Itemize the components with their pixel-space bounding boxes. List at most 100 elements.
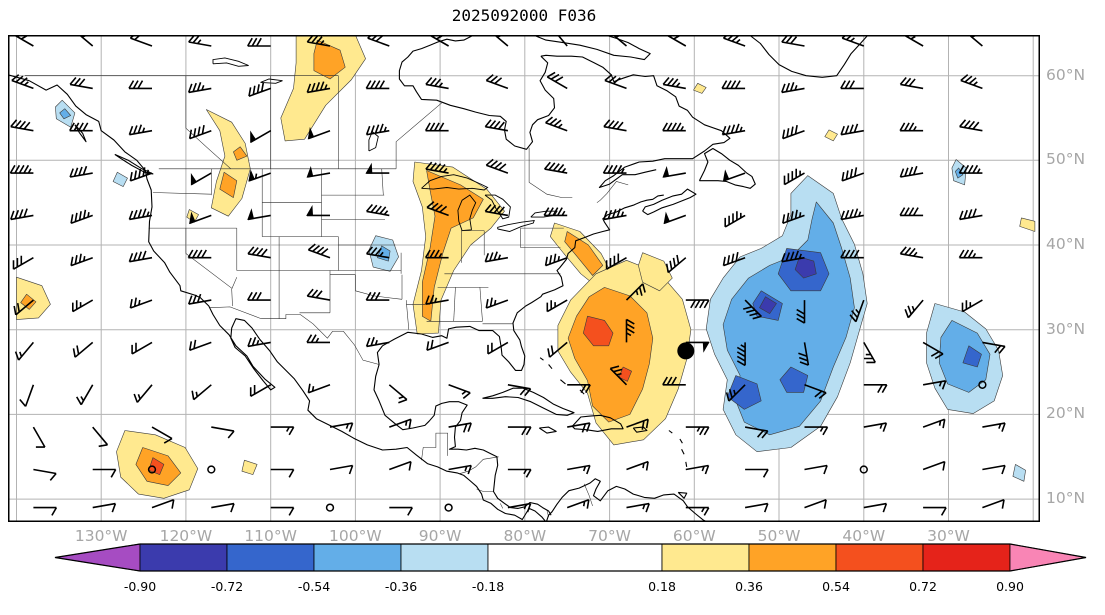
wind-barb bbox=[329, 464, 354, 475]
wind-barb bbox=[782, 209, 805, 225]
wind-barb bbox=[365, 246, 390, 259]
wind-barb bbox=[566, 498, 590, 509]
contour-region bbox=[759, 296, 777, 314]
wind-barb bbox=[567, 464, 591, 475]
colorbar-arrow-right bbox=[1009, 543, 1087, 572]
colorbar-tick-label: 0.18 bbox=[648, 579, 676, 594]
wind-barb bbox=[389, 460, 412, 471]
wind-barb bbox=[426, 201, 449, 217]
colorbar-tick-label: 0.90 bbox=[996, 579, 1024, 594]
wind-barb bbox=[151, 498, 175, 509]
wind-barb bbox=[804, 498, 827, 509]
colorbar: -0.90 -0.72 -0.54 -0.36 -0.18 0.18 0.36 0.54 0.7… bbox=[54, 543, 1087, 594]
wind-barb bbox=[863, 342, 876, 364]
wind-barb bbox=[13, 35, 34, 47]
wind-barb bbox=[329, 422, 354, 432]
wind-barb-layer bbox=[9, 35, 1006, 516]
wind-barb bbox=[665, 35, 687, 47]
wind-barb bbox=[662, 376, 686, 386]
wind-barb bbox=[448, 422, 472, 433]
wind-barb bbox=[92, 468, 117, 478]
wind-barb bbox=[796, 300, 806, 324]
wind-barb bbox=[187, 249, 212, 259]
wind-barb bbox=[270, 426, 295, 436]
contour-region bbox=[59, 108, 71, 120]
wind-barb bbox=[899, 76, 924, 90]
map-layers bbox=[8, 35, 1040, 522]
contour-region bbox=[962, 345, 982, 368]
lat-tick-label: 10°N bbox=[1046, 489, 1086, 508]
wind-barb-pennant bbox=[307, 126, 315, 140]
wind-barb bbox=[72, 341, 94, 358]
wind-barb bbox=[428, 35, 450, 47]
wind-barb bbox=[507, 384, 532, 397]
wind-barb bbox=[863, 384, 888, 393]
wind-barb bbox=[665, 254, 687, 274]
contour-region bbox=[1019, 217, 1036, 232]
wind-barb bbox=[133, 384, 153, 403]
wind-barb bbox=[612, 35, 628, 47]
wind-barb bbox=[904, 299, 924, 319]
wind-barb bbox=[958, 164, 983, 174]
lon-tick-label: 110°W bbox=[244, 527, 297, 545]
wind-barb bbox=[547, 341, 568, 358]
plot-title: 2025092000 F036 bbox=[451, 6, 597, 25]
wind-barb bbox=[722, 35, 746, 47]
contour-region bbox=[638, 252, 673, 292]
colorbar-segment bbox=[226, 543, 315, 572]
wind-barb-pennant bbox=[365, 162, 373, 174]
wind-barb bbox=[863, 422, 888, 432]
wind-barb-pennant bbox=[722, 169, 730, 182]
wind-barb-pennant bbox=[247, 208, 255, 221]
wind-barb bbox=[721, 80, 746, 90]
lakes-layer bbox=[212, 57, 558, 232]
wind-barb bbox=[365, 336, 390, 348]
wind-barb bbox=[131, 341, 153, 355]
wind-barb bbox=[484, 203, 509, 217]
wind-barb bbox=[544, 253, 568, 267]
wind-barb bbox=[840, 80, 864, 90]
wind-barb bbox=[736, 342, 746, 367]
lon-tick-label: 70°W bbox=[588, 527, 631, 545]
coastline-layer bbox=[8, 35, 869, 522]
wind-barb bbox=[902, 35, 924, 47]
wind-barb bbox=[556, 35, 568, 47]
colorbar-segment bbox=[835, 543, 924, 572]
wind-barb bbox=[306, 288, 331, 301]
wind-barb bbox=[626, 502, 650, 513]
wind-barb bbox=[487, 341, 509, 355]
wind-barb bbox=[685, 299, 710, 309]
wind-barb bbox=[128, 250, 153, 263]
wind-barb bbox=[899, 246, 924, 259]
wind-barb bbox=[78, 35, 94, 47]
wind-barb bbox=[662, 122, 686, 132]
lon-tick-label: 40°W bbox=[842, 527, 886, 545]
wind-barb bbox=[33, 468, 57, 481]
wind-barb bbox=[72, 299, 94, 313]
contour-region bbox=[693, 83, 707, 94]
wind-barb bbox=[33, 506, 58, 516]
lon-tick-label: 60°W bbox=[672, 527, 716, 545]
wind-barb bbox=[804, 464, 828, 475]
wind-barb bbox=[841, 35, 865, 47]
wind-barb bbox=[365, 80, 390, 90]
wind-barb bbox=[543, 207, 568, 217]
wind-barb bbox=[605, 253, 627, 270]
wind-barb-pennant bbox=[663, 211, 671, 225]
wind-barb bbox=[685, 426, 710, 436]
wind-barb bbox=[188, 339, 212, 352]
wind-barb bbox=[32, 426, 46, 448]
colorbar-segment bbox=[748, 543, 837, 572]
wind-barb bbox=[742, 299, 762, 320]
wind-barb bbox=[507, 426, 532, 436]
wind-barb bbox=[128, 208, 153, 221]
wind-barb bbox=[13, 299, 34, 316]
wind-barb bbox=[493, 35, 509, 47]
wind-barb bbox=[448, 464, 472, 475]
wind-barb bbox=[922, 341, 944, 360]
contour-region bbox=[564, 231, 604, 276]
wind-barb bbox=[425, 161, 449, 174]
wind-barb bbox=[426, 339, 449, 352]
wind-barb bbox=[507, 502, 532, 513]
wind-barb bbox=[485, 297, 509, 309]
